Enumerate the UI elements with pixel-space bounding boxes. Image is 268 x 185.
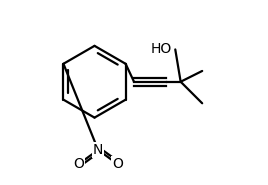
Text: O: O — [112, 157, 123, 171]
Text: O: O — [73, 157, 84, 171]
Text: N: N — [93, 143, 103, 157]
Text: HO: HO — [150, 42, 172, 56]
